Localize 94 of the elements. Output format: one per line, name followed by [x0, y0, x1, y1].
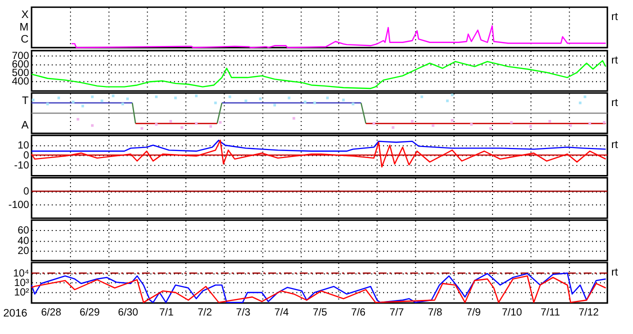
point — [258, 98, 262, 100]
point — [470, 123, 473, 126]
point — [174, 96, 177, 100]
x-tick-label: 7/7 — [390, 307, 404, 318]
x-tick-label: 7/8 — [428, 307, 443, 318]
point — [214, 102, 217, 104]
text: rt — [611, 96, 618, 109]
y-tick-label: 500 — [12, 68, 30, 79]
y-tick-label: 10 — [18, 140, 30, 152]
point — [76, 118, 80, 121]
y-tick-label: 20 — [18, 246, 30, 257]
x-tick-label: 7/2 — [198, 307, 212, 318]
point — [584, 96, 586, 98]
point — [392, 126, 394, 129]
point — [218, 121, 222, 124]
x-tick-label: 7/12 — [578, 307, 599, 318]
point — [155, 96, 158, 98]
text: rt — [611, 11, 618, 24]
point — [169, 120, 172, 123]
x-tick-label: 7/6 — [351, 307, 366, 318]
point — [548, 120, 552, 123]
y-tick-label: 10⁴ — [13, 268, 30, 280]
y-tick-label: 400 — [12, 76, 30, 88]
point — [410, 120, 414, 123]
point — [578, 102, 582, 104]
line-series — [30, 140, 606, 168]
y-tick-label: -10 — [14, 160, 30, 172]
x-tick-label: 7/4 — [274, 307, 289, 318]
point — [244, 100, 248, 102]
text: rt — [611, 139, 618, 152]
point — [432, 124, 434, 127]
y-tick-label: 0 — [23, 186, 30, 198]
point — [46, 102, 49, 106]
x-tick-label: 7/1 — [159, 307, 174, 318]
point — [121, 102, 124, 106]
point — [57, 96, 60, 100]
point — [100, 100, 104, 102]
point — [91, 96, 94, 98]
point — [155, 123, 158, 126]
x-tick-label: 7/3 — [236, 307, 251, 318]
point — [32, 98, 34, 102]
point — [529, 125, 532, 128]
x-tick-label: 7/11 — [540, 307, 560, 318]
point — [112, 94, 114, 98]
x-axis-title: 2016 — [3, 307, 28, 320]
point — [91, 124, 94, 127]
y-tick-label: 0 — [23, 150, 30, 162]
point — [313, 102, 316, 104]
y-tick-label: 10² — [14, 288, 30, 299]
point — [180, 126, 184, 129]
text: rt — [611, 266, 618, 278]
point — [140, 127, 144, 130]
point — [510, 121, 513, 124]
text: C — [20, 33, 29, 46]
x-tick-label: 7/5 — [312, 307, 328, 318]
line-series — [30, 60, 606, 90]
point — [450, 94, 454, 96]
x-tick-label: 6/29 — [80, 307, 100, 318]
point — [450, 119, 454, 122]
text: A — [21, 119, 30, 132]
text: X — [21, 9, 29, 22]
point — [209, 125, 212, 128]
point — [372, 122, 376, 125]
text: T — [22, 95, 29, 108]
y-tick-label: 60 — [18, 226, 30, 237]
point — [194, 94, 198, 98]
point — [569, 124, 572, 127]
point — [273, 104, 276, 106]
line-series — [30, 140, 606, 152]
text: M — [20, 21, 29, 34]
point — [420, 96, 424, 98]
point — [352, 102, 354, 106]
point — [489, 127, 492, 130]
point — [288, 96, 290, 100]
point — [342, 98, 345, 102]
x-tick-label: 7/10 — [502, 307, 522, 318]
point — [326, 96, 329, 100]
point — [446, 100, 449, 102]
point — [81, 104, 84, 108]
text: rt — [611, 54, 618, 66]
x-tick-label: 7/9 — [466, 307, 481, 318]
point — [228, 96, 232, 98]
point — [194, 122, 198, 125]
point — [292, 117, 296, 120]
x-tick-label: 6/30 — [118, 307, 138, 318]
point — [588, 122, 592, 125]
y-tick-label: -100 — [8, 200, 30, 212]
point — [304, 100, 306, 104]
point — [72, 100, 74, 104]
point — [602, 121, 606, 124]
x-tick-label: 6/28 — [41, 307, 62, 318]
point — [126, 98, 129, 100]
y-tick-label: 10³ — [14, 278, 30, 290]
y-tick-label: 40 — [18, 236, 30, 247]
